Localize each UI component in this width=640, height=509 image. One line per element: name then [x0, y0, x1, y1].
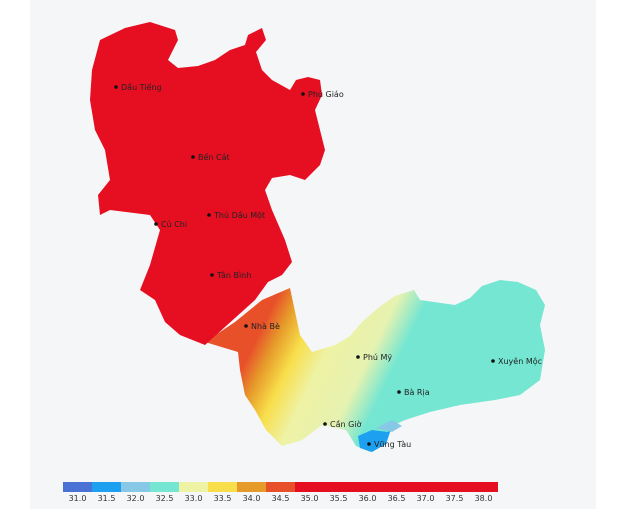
- legend-tick: 33.0: [184, 494, 203, 503]
- legend-swatch: [179, 482, 208, 492]
- legend-swatch: [92, 482, 121, 492]
- legend-item: 31.0: [63, 482, 92, 503]
- place-marker: [154, 222, 158, 226]
- legend-swatch: [150, 482, 179, 492]
- legend-tick: 34.5: [271, 494, 290, 503]
- place-label: Nhà Bè: [251, 321, 280, 331]
- legend-swatch: [382, 482, 411, 492]
- place-marker: [323, 422, 327, 426]
- legend-item: 33.5: [208, 482, 237, 503]
- legend-tick: 34.0: [242, 494, 261, 503]
- place-label: Vũng Tàu: [374, 440, 411, 449]
- legend-item: 37.0: [411, 482, 440, 503]
- place-label: Phú Giáo: [308, 90, 344, 99]
- legend-item: 35.5: [324, 482, 353, 503]
- legend-swatch: [469, 482, 498, 492]
- legend-swatch: [237, 482, 266, 492]
- region-vung-tau: [358, 426, 392, 452]
- legend-swatch: [63, 482, 92, 492]
- legend-swatch: [440, 482, 469, 492]
- legend-item: 36.5: [382, 482, 411, 503]
- legend-swatch: [266, 482, 295, 492]
- legend-item: 36.0: [353, 482, 382, 503]
- legend-item: 34.0: [237, 482, 266, 503]
- legend-tick: 31.5: [97, 494, 116, 503]
- legend-item: 34.5: [266, 482, 295, 503]
- place-label: Tân Bình: [216, 271, 251, 280]
- legend-tick: 36.0: [358, 494, 377, 503]
- legend-item: 32.5: [150, 482, 179, 503]
- place-marker: [114, 85, 118, 89]
- place-label: Phú Mỹ: [363, 353, 392, 362]
- region-north-hot: [90, 22, 325, 345]
- legend-item: 33.0: [179, 482, 208, 503]
- place-label: Bến Cát: [198, 152, 230, 162]
- region-south: [205, 280, 545, 452]
- legend-swatch: [324, 482, 353, 492]
- place-marker: [356, 355, 360, 359]
- legend-tick: 31.0: [68, 494, 87, 503]
- legend-swatch: [295, 482, 324, 492]
- legend-item: 38.0: [469, 482, 498, 503]
- legend-tick: 37.5: [445, 494, 464, 503]
- place-label: Thủ Dầu Một: [213, 210, 265, 220]
- legend-tick: 32.0: [126, 494, 145, 503]
- region-vung-tau-light: [376, 420, 402, 432]
- place-marker: [191, 155, 195, 159]
- legend-item: 35.0: [295, 482, 324, 503]
- place-marker: [397, 390, 401, 394]
- legend-swatch: [353, 482, 382, 492]
- legend-tick: 35.0: [300, 494, 319, 503]
- legend-item: 32.0: [121, 482, 150, 503]
- legend-tick: 37.0: [416, 494, 435, 503]
- legend-swatch: [121, 482, 150, 492]
- legend-item: 37.5: [440, 482, 469, 503]
- place-marker: [244, 324, 248, 328]
- legend-tick: 36.5: [387, 494, 406, 503]
- place-label: Cần Giờ: [330, 419, 362, 429]
- legend-tick: 38.0: [474, 494, 493, 503]
- place-label: Xuyên Mộc: [498, 356, 542, 366]
- legend-item: 31.5: [92, 482, 121, 503]
- place-marker: [301, 92, 305, 96]
- place-label: Dầu Tiếng: [121, 82, 162, 92]
- place-marker: [207, 213, 211, 217]
- legend-swatch: [411, 482, 440, 492]
- place-marker: [367, 442, 371, 446]
- legend-swatch: [208, 482, 237, 492]
- legend-tick: 35.5: [329, 494, 348, 503]
- color-legend: 31.0 31.5 32.0 32.5 33.0 33.5 34.0 34.5 35.0 35.5…: [63, 482, 498, 503]
- place-marker: [210, 273, 214, 277]
- legend-tick: 33.5: [213, 494, 232, 503]
- place-marker: [491, 359, 495, 363]
- legend-tick: 32.5: [155, 494, 174, 503]
- place-label: Củ Chi: [161, 219, 187, 229]
- place-label: Bà Rịa: [404, 388, 430, 398]
